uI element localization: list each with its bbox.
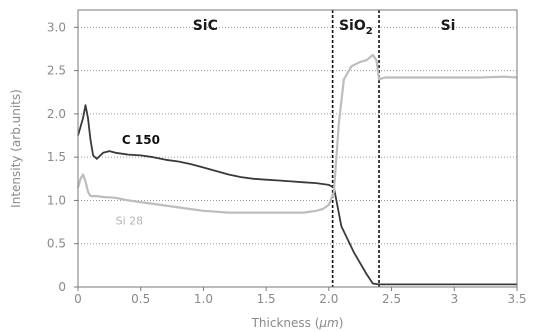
y-tick-label: 0.5 bbox=[47, 237, 66, 251]
y-axis-title: Intensity (arb.units) bbox=[9, 89, 23, 208]
x-tick-label: 0.5 bbox=[131, 292, 150, 306]
region-label: SiC bbox=[193, 18, 218, 34]
x-tick-label: 2.5 bbox=[382, 292, 401, 306]
x-tick-label: 2.0 bbox=[319, 292, 338, 306]
region-label-text: Si bbox=[441, 18, 456, 34]
x-tick-label: 1.5 bbox=[257, 292, 276, 306]
region-label: SiO2 bbox=[339, 18, 373, 37]
y-tick-label: 2.0 bbox=[47, 107, 66, 121]
series-line bbox=[77, 104, 517, 286]
region-label-subscript: 2 bbox=[366, 26, 373, 37]
boundary-lines bbox=[331, 10, 380, 287]
series-labels: C 150 Si 28 bbox=[116, 133, 160, 228]
y-tick-label: 1.0 bbox=[47, 193, 66, 207]
series-lines bbox=[76, 53, 518, 286]
region-label-text: SiO bbox=[339, 18, 366, 34]
x-tick-label: 3 bbox=[450, 292, 458, 306]
y-tick-label: 2.5 bbox=[47, 64, 66, 78]
x-tick-label: 1.0 bbox=[194, 292, 213, 306]
tick-labels: 0 0.5 1.0 1.5 2.0 2.5 3.0 0 0.5 1.0 1.5 2.0 2.5 3 3.5 bbox=[47, 20, 527, 306]
y-tick-label: 3.0 bbox=[47, 20, 66, 34]
x-tick-label: 0 bbox=[74, 292, 82, 306]
series-label: Si 28 bbox=[116, 215, 144, 228]
series-line bbox=[76, 53, 518, 214]
y-tick-label: 1.5 bbox=[47, 150, 66, 164]
y-tick-label: 0 bbox=[58, 280, 66, 294]
x-tick-label: 3.5 bbox=[507, 292, 526, 306]
plot-border bbox=[77, 9, 518, 288]
region-label: Si bbox=[441, 18, 456, 34]
region-labels: SiC SiO2 Si bbox=[193, 18, 456, 37]
region-label-text: SiC bbox=[193, 18, 218, 34]
series-label: C 150 bbox=[122, 133, 160, 147]
grid bbox=[78, 26, 517, 245]
x-axis-title: Thickness (µm) bbox=[251, 316, 344, 330]
plot-frame bbox=[77, 9, 518, 288]
